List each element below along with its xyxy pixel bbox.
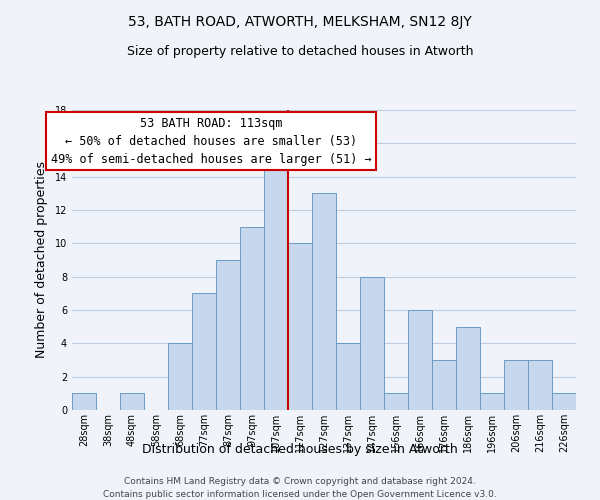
Bar bbox=[288, 244, 312, 410]
Bar bbox=[360, 276, 384, 410]
Bar bbox=[216, 260, 240, 410]
Text: Contains public sector information licensed under the Open Government Licence v3: Contains public sector information licen… bbox=[103, 490, 497, 499]
Bar bbox=[504, 360, 528, 410]
Text: 53, BATH ROAD, ATWORTH, MELKSHAM, SN12 8JY: 53, BATH ROAD, ATWORTH, MELKSHAM, SN12 8… bbox=[128, 15, 472, 29]
Bar bbox=[192, 294, 216, 410]
Bar bbox=[264, 160, 288, 410]
Y-axis label: Number of detached properties: Number of detached properties bbox=[35, 162, 48, 358]
Bar bbox=[240, 226, 264, 410]
Text: Distribution of detached houses by size in Atworth: Distribution of detached houses by size … bbox=[142, 442, 458, 456]
Text: 53 BATH ROAD: 113sqm
← 50% of detached houses are smaller (53)
49% of semi-detac: 53 BATH ROAD: 113sqm ← 50% of detached h… bbox=[51, 116, 371, 166]
Bar bbox=[552, 394, 576, 410]
Bar bbox=[120, 394, 144, 410]
Bar bbox=[168, 344, 192, 410]
Bar bbox=[432, 360, 456, 410]
Text: Size of property relative to detached houses in Atworth: Size of property relative to detached ho… bbox=[127, 45, 473, 58]
Bar bbox=[312, 194, 336, 410]
Bar bbox=[480, 394, 504, 410]
Bar bbox=[456, 326, 480, 410]
Bar bbox=[408, 310, 432, 410]
Bar bbox=[72, 394, 96, 410]
Bar bbox=[384, 394, 408, 410]
Text: Contains HM Land Registry data © Crown copyright and database right 2024.: Contains HM Land Registry data © Crown c… bbox=[124, 478, 476, 486]
Bar bbox=[336, 344, 360, 410]
Bar bbox=[528, 360, 552, 410]
